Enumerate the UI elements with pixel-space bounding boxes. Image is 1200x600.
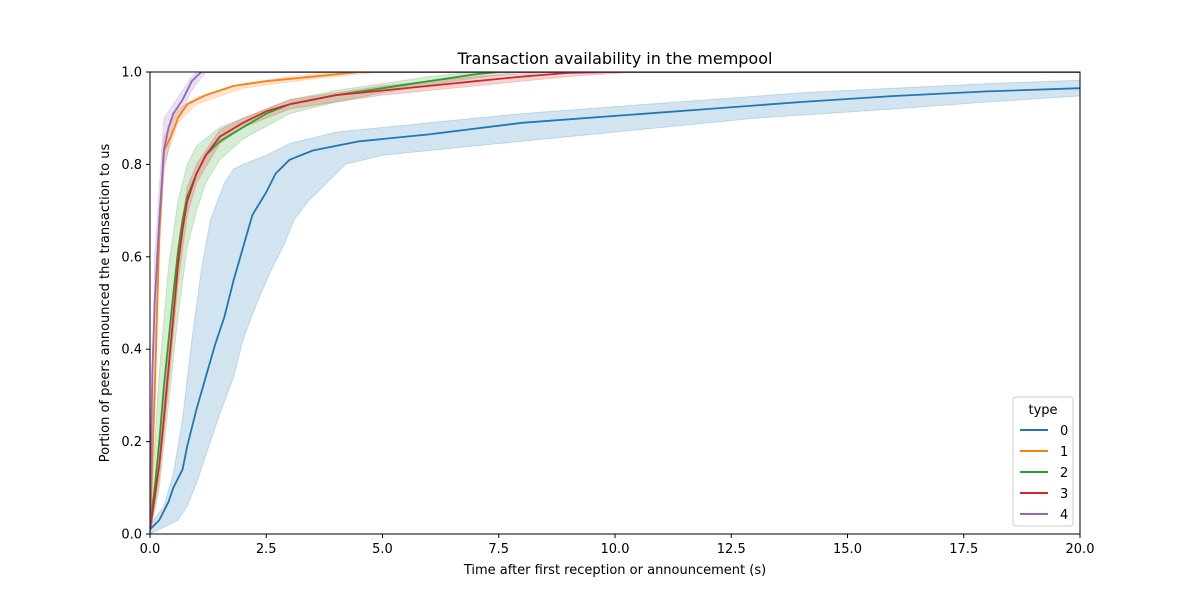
line-series-3 [150, 72, 1080, 530]
x-tick-label: 7.5 [488, 542, 509, 557]
line-series-1 [150, 72, 1080, 530]
y-axis: 0.0 0.2 0.4 0.6 0.8 1.0 [121, 66, 150, 543]
band-series-2 [150, 72, 1080, 534]
x-axis: 0.0 2.5 5.0 7.5 10.0 12.5 15.0 17.5 20.0 [140, 534, 1095, 557]
confidence-bands [150, 72, 1080, 534]
line-series-2 [150, 72, 1080, 525]
x-tick-label: 5.0 [372, 542, 393, 557]
x-tick-label: 10.0 [601, 542, 630, 557]
x-tick-label: 15.0 [833, 542, 862, 557]
x-tick-label: 12.5 [717, 542, 746, 557]
band-series-4 [150, 72, 1080, 534]
plot-frame [149, 71, 1081, 535]
y-tick-label: 1.0 [121, 66, 142, 81]
band-series-0 [150, 79, 1080, 534]
y-tick-label: 0.4 [121, 343, 142, 358]
y-tick-label: 0.8 [121, 158, 142, 173]
x-tick-label: 2.5 [256, 542, 277, 557]
x-tick-label: 0.0 [140, 542, 161, 557]
chart-title: Transaction availability in the mempool [457, 49, 773, 68]
y-tick-label: 0.0 [121, 528, 142, 543]
legend-label-2: 2 [1060, 466, 1068, 481]
y-tick-label: 0.6 [121, 250, 142, 265]
band-series-3 [150, 72, 1080, 534]
y-tick-label: 0.2 [121, 435, 142, 450]
line-series-0 [150, 87, 1080, 531]
legend-label-3: 3 [1060, 487, 1068, 502]
x-tick-label: 17.5 [949, 542, 978, 557]
legend: type 0 1 2 3 4 [1012, 396, 1074, 527]
legend-label-1: 1 [1060, 445, 1068, 460]
legend-title: type [1028, 403, 1057, 418]
line-series-4 [150, 72, 1080, 525]
band-series-1 [150, 72, 1080, 534]
x-axis-label: Time after first reception or announceme… [463, 563, 766, 578]
y-axis-label: Portion of peers announced the transacti… [98, 144, 113, 463]
legend-label-4: 4 [1060, 508, 1068, 523]
x-tick-label: 20.0 [1066, 542, 1095, 557]
series-lines [150, 72, 1080, 531]
legend-label-0: 0 [1060, 424, 1068, 439]
